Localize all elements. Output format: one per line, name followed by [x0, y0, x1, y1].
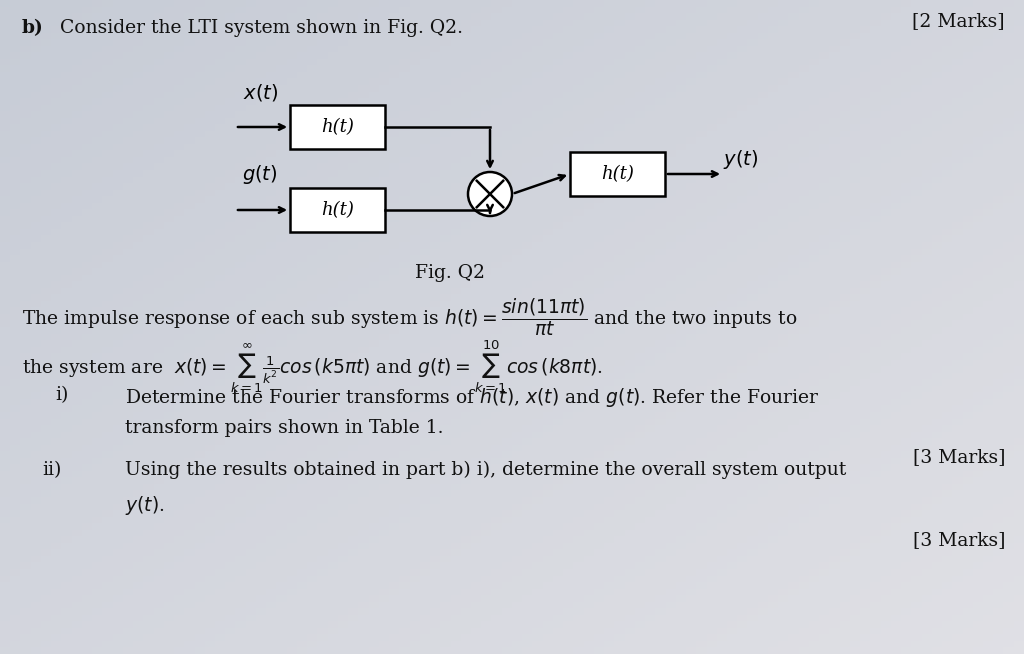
Text: transform pairs shown in Table 1.: transform pairs shown in Table 1. — [125, 419, 443, 437]
Text: h(t): h(t) — [322, 118, 354, 136]
Text: [2 Marks]: [2 Marks] — [912, 12, 1005, 30]
Text: b): b) — [22, 19, 44, 37]
Text: Consider the LTI system shown in Fig. Q2.: Consider the LTI system shown in Fig. Q2… — [60, 19, 463, 37]
Text: [3 Marks]: [3 Marks] — [912, 531, 1005, 549]
Bar — [290, 188, 385, 232]
Text: h(t): h(t) — [601, 165, 634, 183]
Text: Fig. Q2: Fig. Q2 — [415, 264, 485, 282]
Text: The impulse response of each sub system is $h(t) = \dfrac{sin(11\pi t)}{\pi t}$ : The impulse response of each sub system … — [22, 296, 798, 338]
Text: the system are  $x(t) = \sum_{k=1}^{\infty} \frac{1}{k^2} cos\,(k5\pi t)$ and $g: the system are $x(t) = \sum_{k=1}^{\inft… — [22, 339, 603, 395]
Bar — [290, 105, 385, 149]
Text: $x(t)$: $x(t)$ — [243, 82, 278, 103]
Text: [3 Marks]: [3 Marks] — [912, 448, 1005, 466]
Text: Determine the Fourier transforms of $h(t)$, $x(t)$ and $g(t)$. Refer the Fourier: Determine the Fourier transforms of $h(t… — [125, 386, 820, 409]
Text: $y(t)$: $y(t)$ — [723, 148, 758, 171]
Text: $y(t)$.: $y(t)$. — [125, 494, 165, 517]
Text: h(t): h(t) — [322, 201, 354, 219]
Text: Using the results obtained in part b) i), determine the overall system output: Using the results obtained in part b) i)… — [125, 461, 846, 479]
Bar — [570, 152, 665, 196]
Text: $g(t)$: $g(t)$ — [243, 163, 278, 186]
Text: ii): ii) — [42, 461, 61, 479]
Circle shape — [468, 172, 512, 216]
Text: i): i) — [55, 386, 69, 404]
